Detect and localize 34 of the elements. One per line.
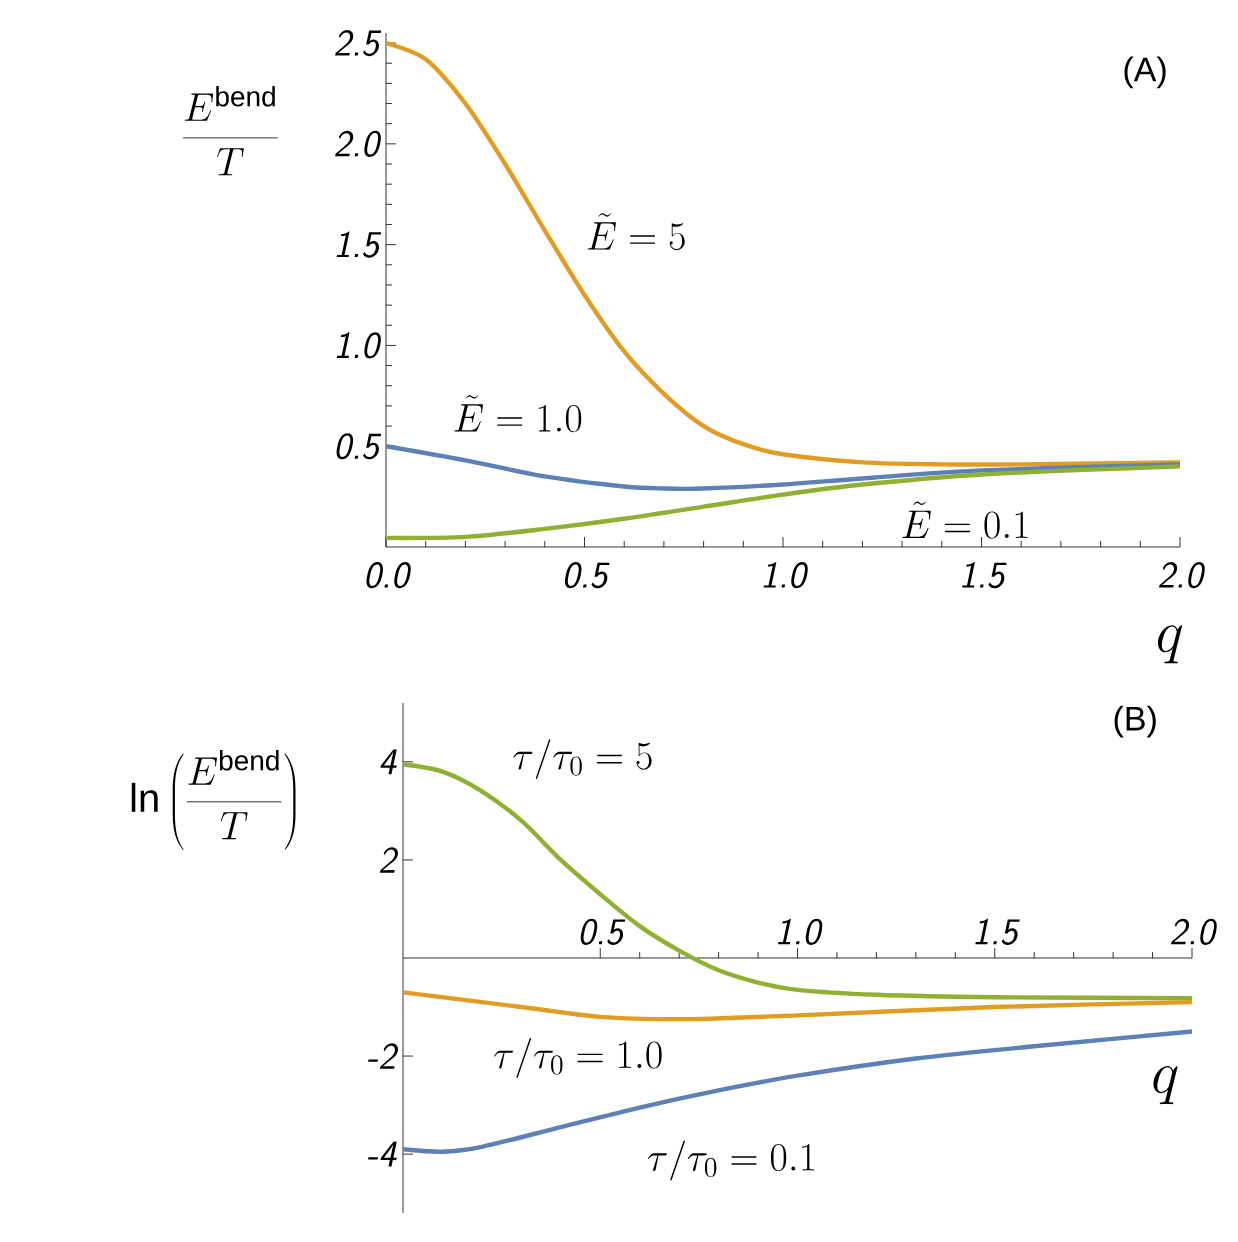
line-series xyxy=(386,444,1181,492)
annotation: $\tilde{E}=0.1$ xyxy=(902,501,1028,539)
y-tick-label: 0.5 xyxy=(336,433,382,460)
annotation: $\tilde{E}=1.0$ xyxy=(454,395,582,433)
text: (A) xyxy=(1124,56,1166,89)
annotation: $\tau/\tau_0=0.1$ xyxy=(647,1140,815,1181)
y-tick-label: -2 xyxy=(368,1043,399,1069)
y-tick-label: -4 xyxy=(368,1141,397,1167)
x-tick-label: 0.0 xyxy=(366,562,411,589)
y-tick-label: 2 xyxy=(379,847,399,873)
x-axis-title: $q$ xyxy=(1153,1066,1178,1105)
annotation: $\tau/\tau_0=5$ xyxy=(513,739,652,780)
x-tick-label: 1.5 xyxy=(975,918,1020,945)
y-tick-label: 1.5 xyxy=(336,231,382,258)
x-tick-label: 2.0 xyxy=(1158,562,1205,589)
x-tick-label: 1.0 xyxy=(778,918,823,945)
x-tick-label: 0.5 xyxy=(580,918,626,945)
x-tick-label: 2.0 xyxy=(1170,918,1217,945)
y-tick-label: 2.0 xyxy=(335,130,381,157)
annotation: $\tau/\tau_0=1.0$ xyxy=(494,1038,662,1078)
annotation: $\tilde{E}=5$ xyxy=(587,213,685,251)
x-tick-label: 0.5 xyxy=(564,562,610,589)
x-tick-label: 1.0 xyxy=(763,562,808,589)
line-series xyxy=(386,464,1181,541)
chart-title: (B) xyxy=(1114,705,1156,738)
line-series xyxy=(386,40,1181,467)
x-tick-label: 1.5 xyxy=(962,562,1007,589)
y-tick-label: 1.0 xyxy=(336,332,381,359)
y-axis-title: $\frac{E^{\mathrm{bend}}}{T}$ xyxy=(183,85,278,176)
line-series xyxy=(403,990,1192,1022)
y-axis-title: $\ln\left(\frac{E^{\mathrm{bend}}}{T}\right)$ xyxy=(131,749,296,850)
x-axis-title: $q$ xyxy=(1157,625,1183,664)
y-tick-label: 4 xyxy=(380,749,397,775)
y-tick-label: 2.5 xyxy=(335,30,382,57)
